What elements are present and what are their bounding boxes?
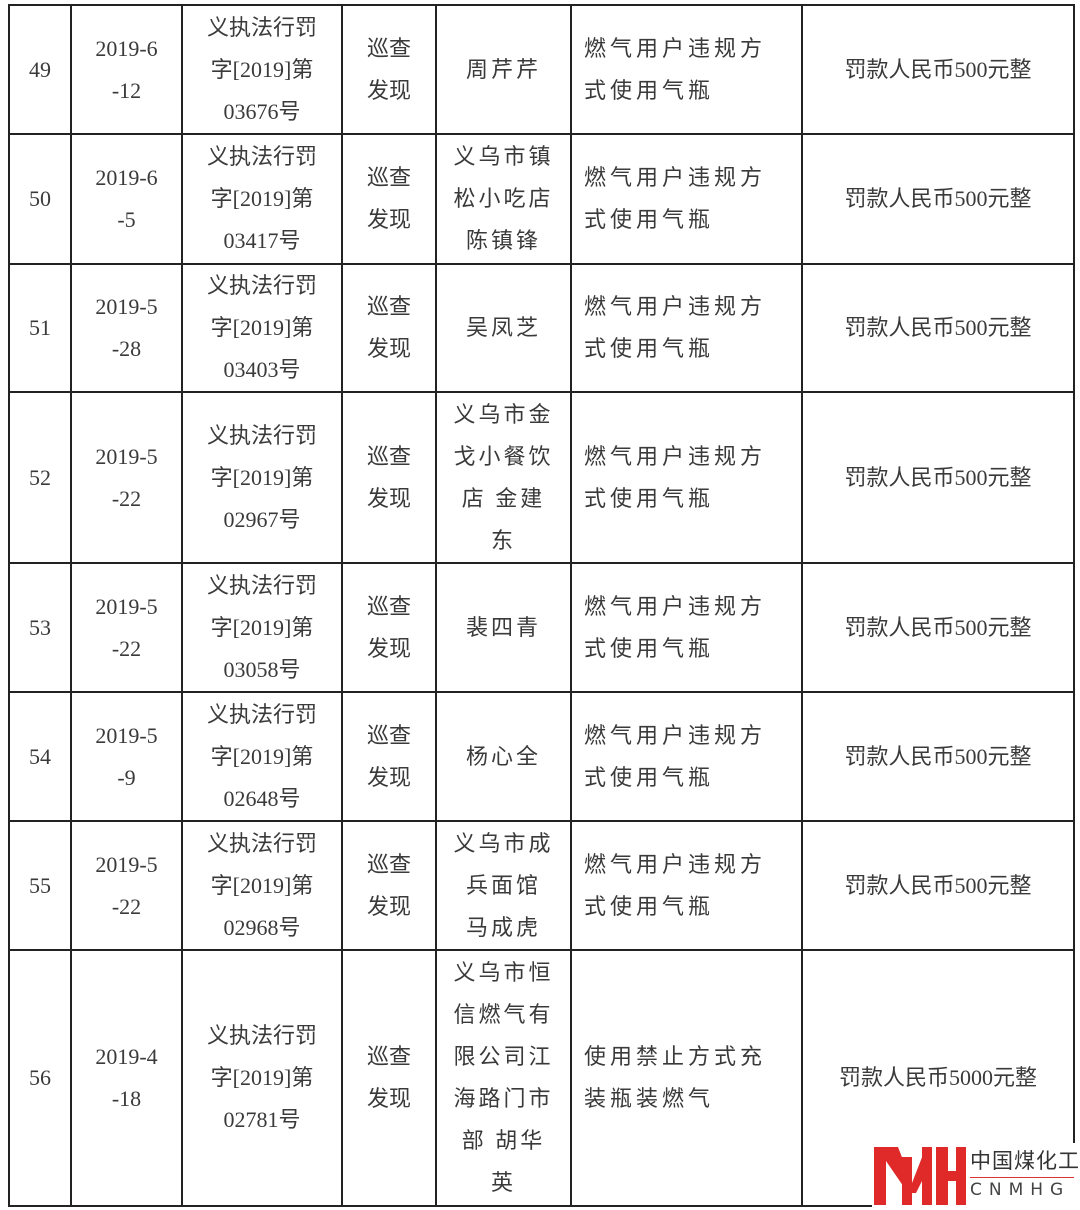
cell-penalty: 罚款人民币500元整: [801, 691, 1075, 822]
cell-penalty: 罚款人民币500元整: [801, 820, 1075, 951]
cell-date: 2019-5 -28: [70, 263, 183, 393]
cell-date: 2019-5 -22: [70, 820, 183, 951]
cell-violation: 燃气用户违规方 式使用气瓶: [570, 4, 803, 135]
table-row: 51 2019-5 -28 义执法行罚 字[2019]第 03403号 巡查 发现 吴凤…: [8, 263, 1075, 393]
cell-no: 55: [8, 820, 72, 951]
cell-no: 52: [8, 391, 72, 564]
cell-source: 巡查 发现: [341, 391, 437, 564]
cell-violation: 使用禁止方式充 装瓶装燃气: [570, 949, 803, 1207]
cell-doc: 义执法行罚 字[2019]第 02967号: [181, 391, 343, 564]
cell-penalty: 罚款人民币500元整: [801, 4, 1075, 135]
cell-violation: 燃气用户违规方 式使用气瓶: [570, 820, 803, 951]
cell-source: 巡查 发现: [341, 4, 437, 135]
cell-violation: 燃气用户违规方 式使用气瓶: [570, 263, 803, 393]
table-row: 53 2019-5 -22 义执法行罚 字[2019]第 03058号 巡查 发现 裴四…: [8, 562, 1075, 693]
cell-violation: 燃气用户违规方 式使用气瓶: [570, 562, 803, 693]
cell-date: 2019-5 -22: [70, 391, 183, 564]
table-row: 52 2019-5 -22 义执法行罚 字[2019]第 02967号 巡查 发现 义乌…: [8, 391, 1075, 564]
cell-date: 2019-5 -9: [70, 691, 183, 822]
cell-doc: 义执法行罚 字[2019]第 02648号: [181, 691, 343, 822]
cell-no: 50: [8, 133, 72, 265]
cell-no: 51: [8, 263, 72, 393]
table-row: 55 2019-5 -22 义执法行罚 字[2019]第 02968号 巡查 发现 义乌…: [8, 820, 1075, 951]
cell-party: 义乌市金 戈小餐饮 店 金建 东: [435, 391, 572, 564]
watermark-en-text: CNMHG: [970, 1180, 1071, 1200]
cell-doc: 义执法行罚 字[2019]第 02781号: [181, 949, 343, 1207]
cell-party: 吴凤芝: [435, 263, 572, 393]
cell-no: 49: [8, 4, 72, 135]
cell-source: 巡查 发现: [341, 691, 437, 822]
cell-party: 周芹芹: [435, 4, 572, 135]
cell-violation: 燃气用户违规方 式使用气瓶: [570, 391, 803, 564]
cnmhg-watermark-logo: 中国煤化工 CNMHG: [872, 1143, 1080, 1210]
cell-no: 53: [8, 562, 72, 693]
cell-doc: 义执法行罚 字[2019]第 03417号: [181, 133, 343, 265]
cell-penalty: 罚款人民币500元整: [801, 133, 1075, 265]
cell-violation: 燃气用户违规方 式使用气瓶: [570, 691, 803, 822]
cell-doc: 义执法行罚 字[2019]第 03676号: [181, 4, 343, 135]
cell-doc: 义执法行罚 字[2019]第 03403号: [181, 263, 343, 393]
cell-date: 2019-6 -5: [70, 133, 183, 265]
table-row: 49 2019-6 -12 义执法行罚 字[2019]第 03676号 巡查 发现 周芹…: [8, 4, 1075, 135]
penalty-table: 49 2019-6 -12 义执法行罚 字[2019]第 03676号 巡查 发现 周芹…: [8, 4, 1075, 1207]
cell-source: 巡查 发现: [341, 562, 437, 693]
cell-violation: 燃气用户违规方 式使用气瓶: [570, 133, 803, 265]
cell-party: 义乌市恒 信燃气有 限公司江 海路门市 部 胡华 英: [435, 949, 572, 1207]
table-row: 54 2019-5 -9 义执法行罚 字[2019]第 02648号 巡查 发现 杨心全…: [8, 691, 1075, 822]
mh-logo-icon: [874, 1147, 966, 1205]
cell-penalty: 罚款人民币500元整: [801, 562, 1075, 693]
cell-source: 巡查 发现: [341, 949, 437, 1207]
cell-doc: 义执法行罚 字[2019]第 02968号: [181, 820, 343, 951]
cell-party: 杨心全: [435, 691, 572, 822]
cell-no: 54: [8, 691, 72, 822]
cell-penalty: 罚款人民币500元整: [801, 263, 1075, 393]
cell-source: 巡查 发现: [341, 263, 437, 393]
watermark-divider: [970, 1177, 1074, 1178]
cell-no: 56: [8, 949, 72, 1207]
cell-doc: 义执法行罚 字[2019]第 03058号: [181, 562, 343, 693]
cell-party: 裴四青: [435, 562, 572, 693]
cell-source: 巡查 发现: [341, 820, 437, 951]
cell-penalty: 罚款人民币500元整: [801, 391, 1075, 564]
cell-party: 义乌市成 兵面馆 马成虎: [435, 820, 572, 951]
cell-date: 2019-4 -18: [70, 949, 183, 1207]
watermark-cn-text: 中国煤化工: [970, 1149, 1080, 1173]
table-row: 50 2019-6 -5 义执法行罚 字[2019]第 03417号 巡查 发现 义乌市…: [8, 133, 1075, 265]
cell-source: 巡查 发现: [341, 133, 437, 265]
cell-date: 2019-5 -22: [70, 562, 183, 693]
cell-party: 义乌市镇 松小吃店 陈镇锋: [435, 133, 572, 265]
cell-date: 2019-6 -12: [70, 4, 183, 135]
